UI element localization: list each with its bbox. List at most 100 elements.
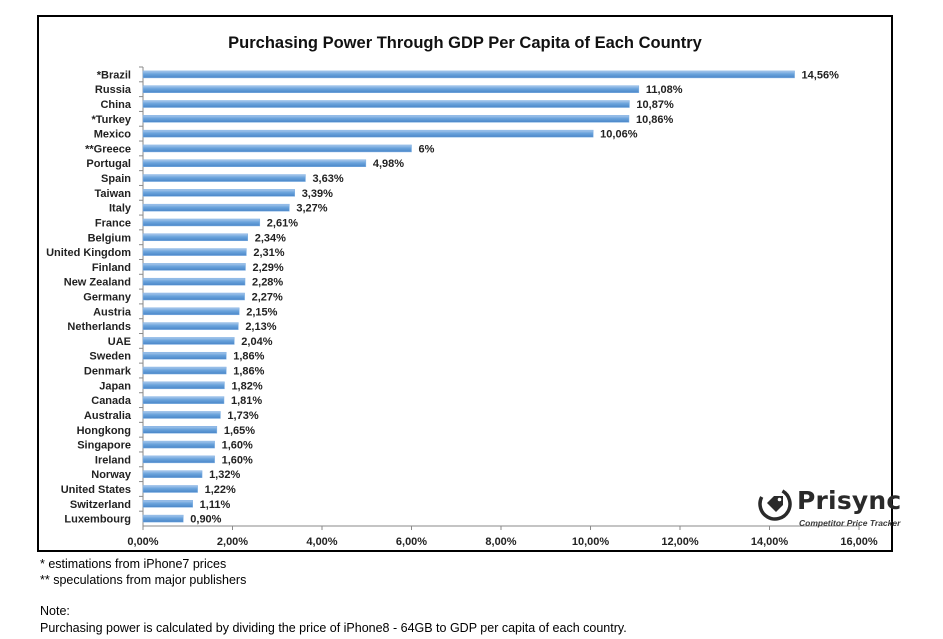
bar	[142, 100, 630, 108]
value-label: 6%	[419, 143, 435, 155]
category-label: Hongkong	[77, 425, 131, 437]
bar	[142, 203, 290, 212]
value-label: 3,63%	[312, 173, 343, 185]
category-label: United Kingdom	[46, 247, 131, 259]
bar	[142, 174, 306, 182]
value-label: 1,11%	[200, 499, 231, 511]
prisync-logo: Prisync Competitor Price Tracker	[757, 482, 907, 532]
category-label: Sweden	[89, 351, 131, 363]
x-tick-label: 0,00%	[127, 536, 158, 548]
bar	[142, 351, 227, 360]
value-label: 1,86%	[233, 366, 264, 378]
bar	[142, 144, 412, 153]
category-label: UAE	[108, 336, 131, 348]
category-label: Singapore	[77, 440, 131, 452]
logo-wordmark: Prisync	[797, 486, 902, 515]
category-label: *Brazil	[97, 69, 131, 81]
category-label: Denmark	[84, 366, 132, 378]
bar	[142, 233, 248, 242]
bar	[142, 115, 630, 123]
bar	[142, 70, 795, 79]
bar	[142, 455, 215, 464]
chart-title: Purchasing Power Through GDP Per Capita …	[228, 34, 703, 52]
value-label: 1,81%	[231, 395, 262, 407]
x-tick-label: 2,00%	[217, 536, 248, 548]
bar	[142, 485, 198, 493]
bar	[142, 189, 295, 197]
category-label: Germany	[83, 292, 132, 304]
category-label: New Zealand	[64, 277, 131, 289]
value-label: 3,27%	[296, 203, 327, 215]
category-label: Ireland	[95, 454, 131, 466]
category-label: Portugal	[86, 158, 131, 170]
value-label: 1,60%	[222, 440, 253, 452]
value-label: 0,90%	[190, 514, 221, 526]
value-label: 2,31%	[253, 247, 284, 259]
value-label: 1,86%	[233, 351, 264, 363]
value-label: 2,61%	[267, 217, 298, 229]
category-label: Finland	[92, 262, 131, 274]
x-tick-label: 4,00%	[306, 536, 337, 548]
category-label: *Turkey	[91, 114, 131, 126]
value-label: 1,60%	[222, 454, 253, 466]
bar	[142, 396, 225, 404]
bar	[142, 337, 235, 345]
category-label: Norway	[91, 469, 132, 481]
bar	[142, 366, 227, 375]
category-label: Belgium	[88, 232, 132, 244]
value-label: 1,82%	[231, 380, 262, 392]
bar	[142, 426, 218, 434]
bar	[142, 129, 594, 138]
chart-frame: Purchasing Power Through GDP Per Capita …	[37, 15, 901, 552]
category-label: **Greece	[85, 143, 131, 155]
bar-chart: Purchasing Power Through GDP Per Capita …	[46, 34, 878, 548]
category-label: Luxembourg	[64, 514, 131, 526]
bar	[142, 470, 203, 478]
value-label: 1,65%	[224, 425, 255, 437]
category-label: Switzerland	[70, 499, 131, 511]
value-label: 10,06%	[600, 129, 638, 141]
value-label: 4,98%	[373, 158, 404, 170]
logo-tagline: Competitor Price Tracker	[799, 518, 901, 528]
value-label: 14,56%	[802, 69, 840, 81]
category-label: France	[95, 217, 131, 229]
bar	[142, 218, 261, 227]
x-tick-label: 12,00%	[661, 536, 699, 548]
bar	[142, 85, 640, 93]
value-label: 11,08%	[646, 84, 683, 96]
bar	[142, 500, 193, 508]
bar	[142, 292, 245, 301]
value-label: 1,73%	[227, 410, 258, 422]
bar	[142, 307, 240, 316]
x-tick-label: 6,00%	[396, 536, 427, 548]
bar	[142, 277, 246, 286]
bar	[142, 322, 239, 330]
bar	[142, 440, 215, 449]
price-tag-icon	[758, 487, 792, 521]
value-label: 10,86%	[636, 114, 674, 126]
value-label: 2,27%	[252, 292, 283, 304]
category-label: Mexico	[94, 129, 132, 141]
x-tick-label: 10,00%	[572, 536, 610, 548]
category-label: Russia	[95, 84, 132, 96]
value-label: 3,39%	[302, 188, 333, 200]
value-label: 2,29%	[252, 262, 283, 274]
value-label: 2,13%	[245, 321, 276, 333]
bar	[142, 514, 184, 523]
category-label: China	[100, 99, 131, 111]
note-text: Purchasing power is calculated by dividi…	[40, 621, 627, 635]
category-label: Netherlands	[67, 321, 131, 333]
bar	[142, 263, 246, 271]
x-tick-label: 16,00%	[840, 536, 878, 548]
value-label: 1,22%	[205, 484, 236, 496]
category-label: Canada	[91, 395, 132, 407]
value-label: 2,15%	[246, 306, 277, 318]
x-tick-label: 8,00%	[485, 536, 516, 548]
category-label: Austria	[93, 306, 132, 318]
value-label: 2,04%	[241, 336, 272, 348]
category-label: Australia	[84, 410, 132, 422]
footnote-speculation: ** speculations from major publishers	[40, 573, 247, 587]
category-label: Taiwan	[95, 188, 132, 200]
value-label: 10,87%	[636, 99, 674, 111]
note-heading: Note:	[40, 604, 70, 618]
